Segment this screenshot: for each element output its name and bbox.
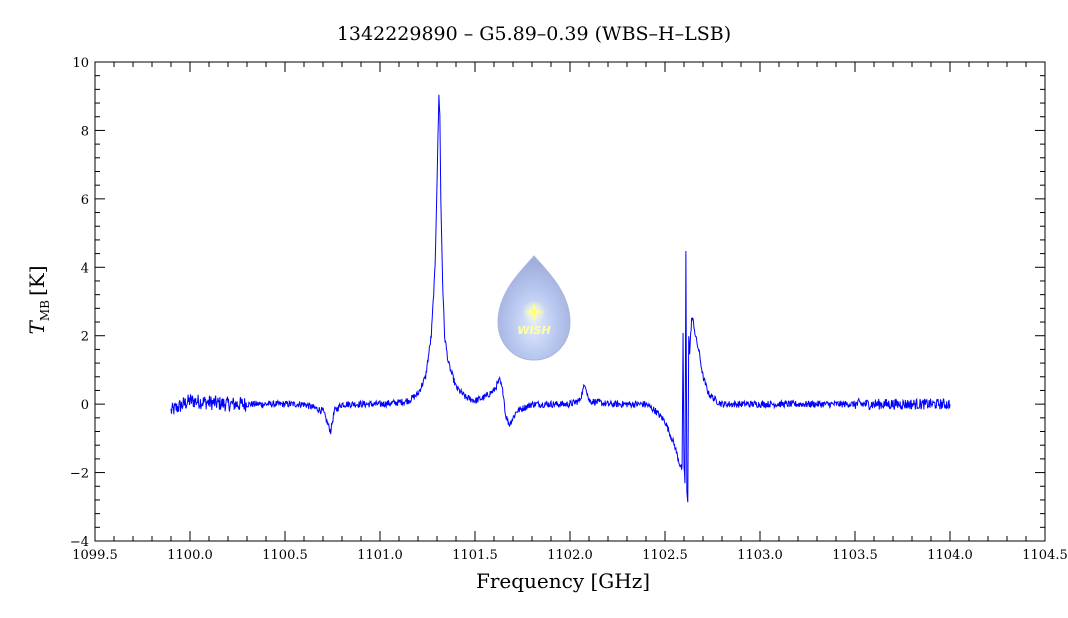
- star-icon: [524, 302, 544, 322]
- x-tick-label: 1100.5: [262, 548, 308, 563]
- x-tick-label: 1103.5: [832, 548, 878, 563]
- y-tick-label: 2: [81, 330, 89, 345]
- spectrum-line: [170, 94, 951, 503]
- wish-logo-watermark: WISH: [497, 255, 571, 361]
- y-axis-label-symbol: T: [25, 320, 49, 335]
- x-axis-label: Frequency [GHz]: [476, 569, 650, 593]
- x-tick-label: 1103.0: [737, 548, 783, 563]
- x-tick-label: 1101.0: [357, 548, 403, 563]
- y-axis-label-subscript: MB: [38, 300, 52, 321]
- y-tick-label: 8: [81, 124, 89, 139]
- x-tick-label: 1102.5: [642, 548, 688, 563]
- x-tick-label: 1102.0: [547, 548, 593, 563]
- y-tick-label: −4: [70, 535, 89, 550]
- y-tick-label: 10: [72, 56, 89, 71]
- y-axis-label-unit: [K]: [25, 266, 49, 297]
- y-axis-label: TMB [K]: [25, 266, 52, 335]
- x-tick-label: 1100.0: [167, 548, 213, 563]
- wish-logo-text: WISH: [517, 324, 550, 337]
- y-axis-ticks: [95, 61, 1045, 542]
- x-tick-label: 1104.0: [927, 548, 973, 563]
- x-tick-label: 1104.5: [1022, 548, 1068, 563]
- x-axis-tick-labels: 1099.5 1100.0 1100.5 1101.0 1101.5 1102.0 1102…: [72, 548, 1068, 563]
- y-tick-label: −2: [70, 467, 89, 482]
- y-tick-label: 0: [81, 398, 89, 413]
- y-axis-tick-labels: −4 −2 0 2 4 6 8 10: [70, 56, 89, 550]
- chart-title: 1342229890 – G5.89–0.39 (WBS–H–LSB): [337, 23, 731, 45]
- x-tick-label: 1101.5: [452, 548, 498, 563]
- x-axis-ticks: [94, 62, 1046, 541]
- y-tick-label: 6: [81, 193, 89, 208]
- x-tick-label: 1099.5: [72, 548, 118, 563]
- y-tick-label: 4: [81, 261, 89, 276]
- plot-frame: [94, 61, 1046, 542]
